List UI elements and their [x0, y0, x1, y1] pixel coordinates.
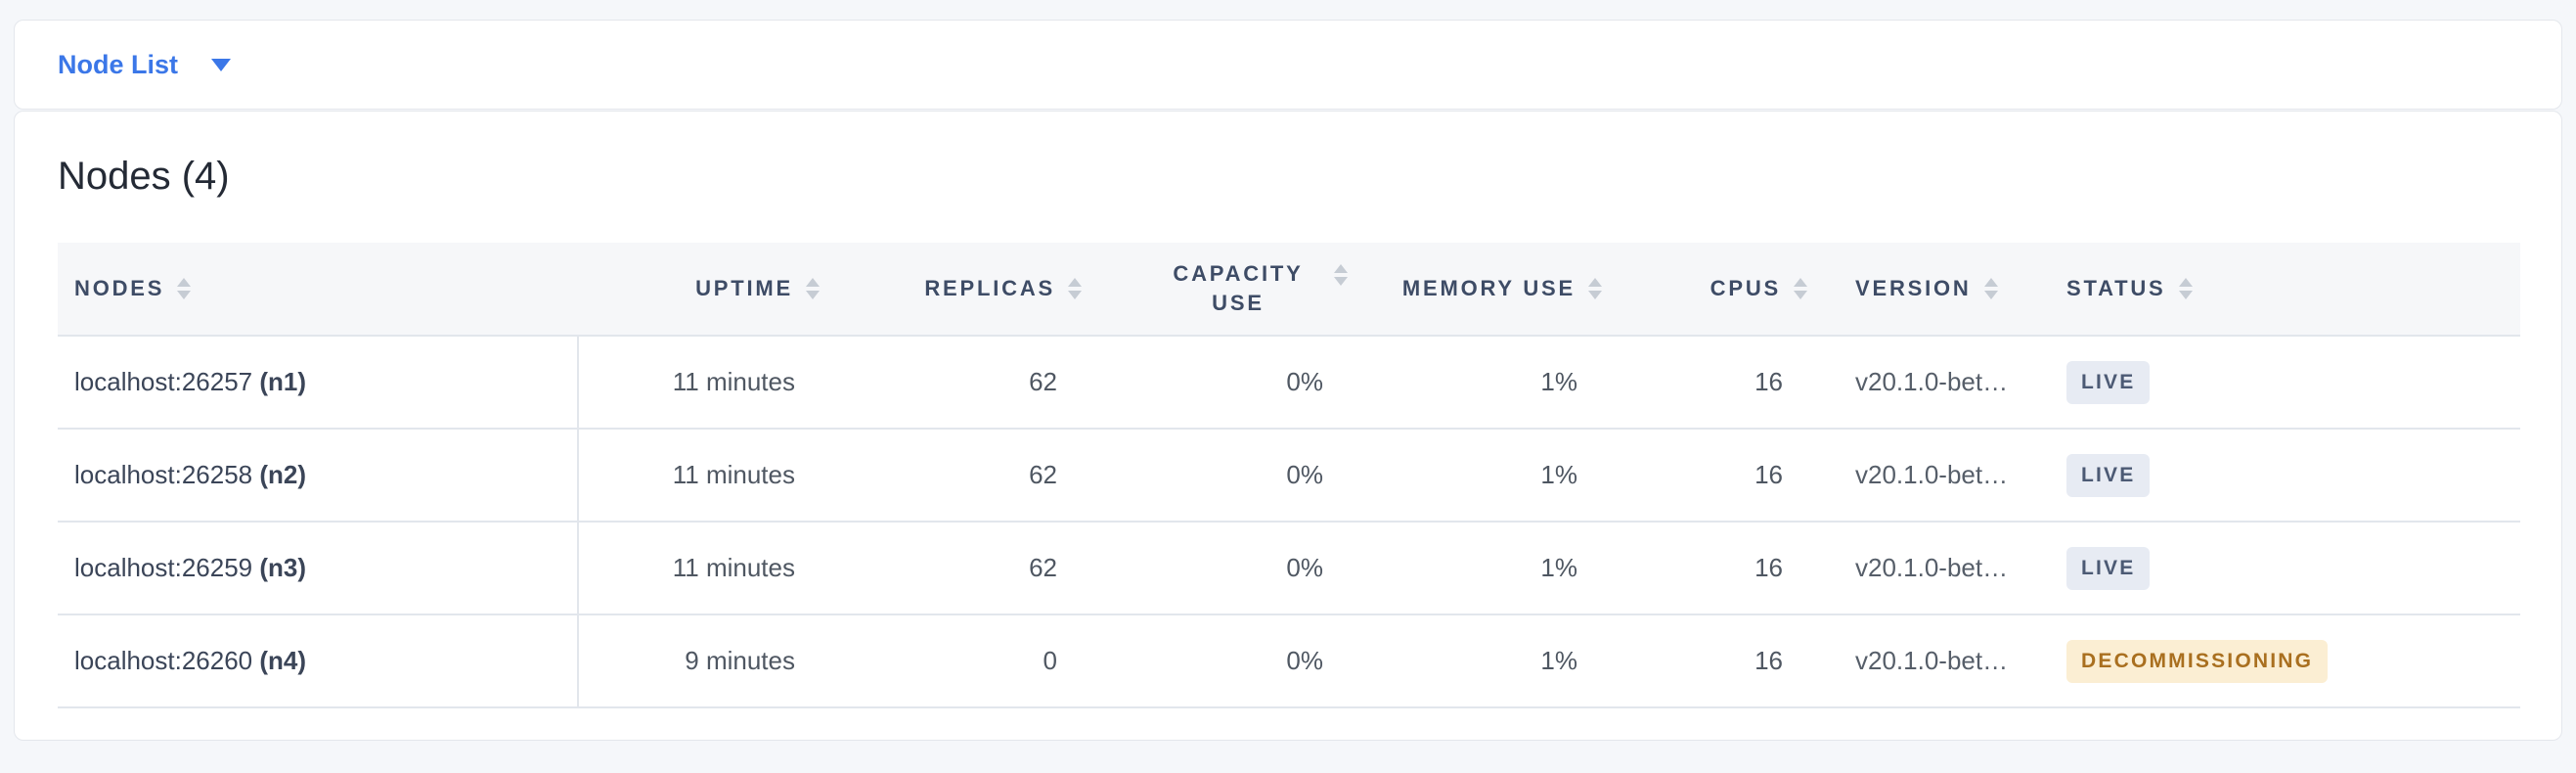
- column-header-version[interactable]: VERSION: [1843, 243, 2065, 336]
- column-header-replicas[interactable]: REPLICAS: [856, 243, 1118, 336]
- node-address: localhost:26260: [74, 646, 253, 675]
- column-label: REPLICAS: [924, 276, 1055, 300]
- column-label: STATUS: [2066, 276, 2166, 300]
- column-header-nodes[interactable]: NODES: [58, 243, 578, 336]
- replicas-cell: 62: [856, 521, 1118, 614]
- uptime-cell: 11 minutes: [578, 521, 856, 614]
- cpus-cell: 16: [1638, 335, 1843, 429]
- version-cell: v20.1.0-bet…: [1843, 335, 2065, 429]
- sort-arrows-icon[interactable]: [1587, 277, 1603, 300]
- view-selector-label: Node List: [58, 49, 179, 79]
- capacity-use-cell: 0%: [1118, 428, 1384, 522]
- memory-use-cell: 1%: [1384, 614, 1638, 708]
- column-label: NODES: [74, 276, 165, 300]
- node-id: (n2): [259, 460, 307, 489]
- cpus-cell: 16: [1638, 428, 1843, 522]
- node-address-cell: localhost:26258 (n2): [58, 428, 579, 522]
- view-selector-card: Node List: [14, 20, 2562, 110]
- table-row[interactable]: localhost:26257 (n1) 11 minutes 62 0% 1%…: [58, 335, 2520, 429]
- column-label: CAPACITY USE: [1173, 261, 1304, 315]
- node-address: localhost:26257: [74, 367, 253, 396]
- column-label: VERSION: [1855, 276, 1972, 300]
- version-cell: v20.1.0-bet…: [1843, 521, 2065, 614]
- status-cell: LIVE: [2065, 521, 2520, 614]
- column-header-memory-use[interactable]: MEMORY USE: [1384, 243, 1638, 336]
- column-header-status[interactable]: STATUS: [2065, 243, 2520, 336]
- column-header-uptime[interactable]: UPTIME: [578, 243, 856, 336]
- table-row[interactable]: localhost:26258 (n2) 11 minutes 62 0% 1%…: [58, 428, 2520, 522]
- node-id: (n3): [259, 553, 307, 582]
- table-row[interactable]: localhost:26260 (n4) 9 minutes 0 0% 1% 1…: [58, 614, 2520, 708]
- table-row[interactable]: localhost:26259 (n3) 11 minutes 62 0% 1%…: [58, 521, 2520, 614]
- node-address: localhost:26258: [74, 460, 253, 489]
- cpus-cell: 16: [1638, 614, 1843, 708]
- column-label: MEMORY USE: [1401, 276, 1576, 300]
- memory-use-cell: 1%: [1384, 335, 1638, 429]
- memory-use-cell: 1%: [1384, 521, 1638, 614]
- column-label: UPTIME: [695, 276, 793, 300]
- replicas-cell: 0: [856, 614, 1118, 708]
- sort-arrows-icon[interactable]: [1333, 263, 1349, 287]
- status-cell: LIVE: [2065, 428, 2520, 522]
- capacity-use-cell: 0%: [1118, 335, 1384, 429]
- sort-arrows-icon[interactable]: [1983, 277, 1999, 300]
- sort-arrows-icon[interactable]: [176, 277, 192, 300]
- view-selector-dropdown[interactable]: Node List: [58, 49, 232, 80]
- replicas-cell: 62: [856, 428, 1118, 522]
- node-address-cell: localhost:26259 (n3): [58, 521, 579, 614]
- uptime-cell: 11 minutes: [578, 335, 856, 429]
- node-address-cell: localhost:26257 (n1): [58, 335, 579, 429]
- status-badge: LIVE: [2066, 546, 2151, 590]
- sort-arrows-icon[interactable]: [1067, 277, 1083, 300]
- capacity-use-cell: 0%: [1118, 521, 1384, 614]
- version-cell: v20.1.0-bet…: [1843, 614, 2065, 708]
- nodes-card: Nodes (4) NODES UPTIME: [14, 111, 2562, 741]
- table-header-row: NODES UPTIME REPLICAS: [58, 243, 2520, 336]
- version-cell: v20.1.0-bet…: [1843, 428, 2065, 522]
- node-id: (n1): [259, 367, 307, 396]
- capacity-use-cell: 0%: [1118, 614, 1384, 708]
- page: Node List Nodes (4) NODES: [14, 20, 2562, 741]
- node-id: (n4): [259, 646, 307, 675]
- nodes-table: NODES UPTIME REPLICAS: [58, 243, 2520, 708]
- caret-down-icon: [211, 58, 232, 71]
- sort-arrows-icon[interactable]: [2178, 277, 2194, 300]
- status-cell: LIVE: [2065, 335, 2520, 429]
- replicas-cell: 62: [856, 335, 1118, 429]
- status-badge: LIVE: [2066, 360, 2151, 404]
- status-badge: LIVE: [2066, 453, 2151, 497]
- sort-arrows-icon[interactable]: [805, 277, 821, 300]
- page-title: Nodes (4): [58, 155, 230, 198]
- status-badge: DECOMMISSIONING: [2066, 639, 2329, 683]
- uptime-cell: 11 minutes: [578, 428, 856, 522]
- memory-use-cell: 1%: [1384, 428, 1638, 522]
- node-address: localhost:26259: [74, 553, 253, 582]
- column-label: CPUS: [1710, 276, 1781, 300]
- uptime-cell: 9 minutes: [578, 614, 856, 708]
- sort-arrows-icon[interactable]: [1793, 277, 1808, 300]
- cpus-cell: 16: [1638, 521, 1843, 614]
- column-header-capacity-use[interactable]: CAPACITY USE: [1118, 243, 1384, 336]
- column-header-cpus[interactable]: CPUS: [1638, 243, 1843, 336]
- node-address-cell: localhost:26260 (n4): [58, 614, 579, 708]
- status-cell: DECOMMISSIONING: [2065, 614, 2520, 708]
